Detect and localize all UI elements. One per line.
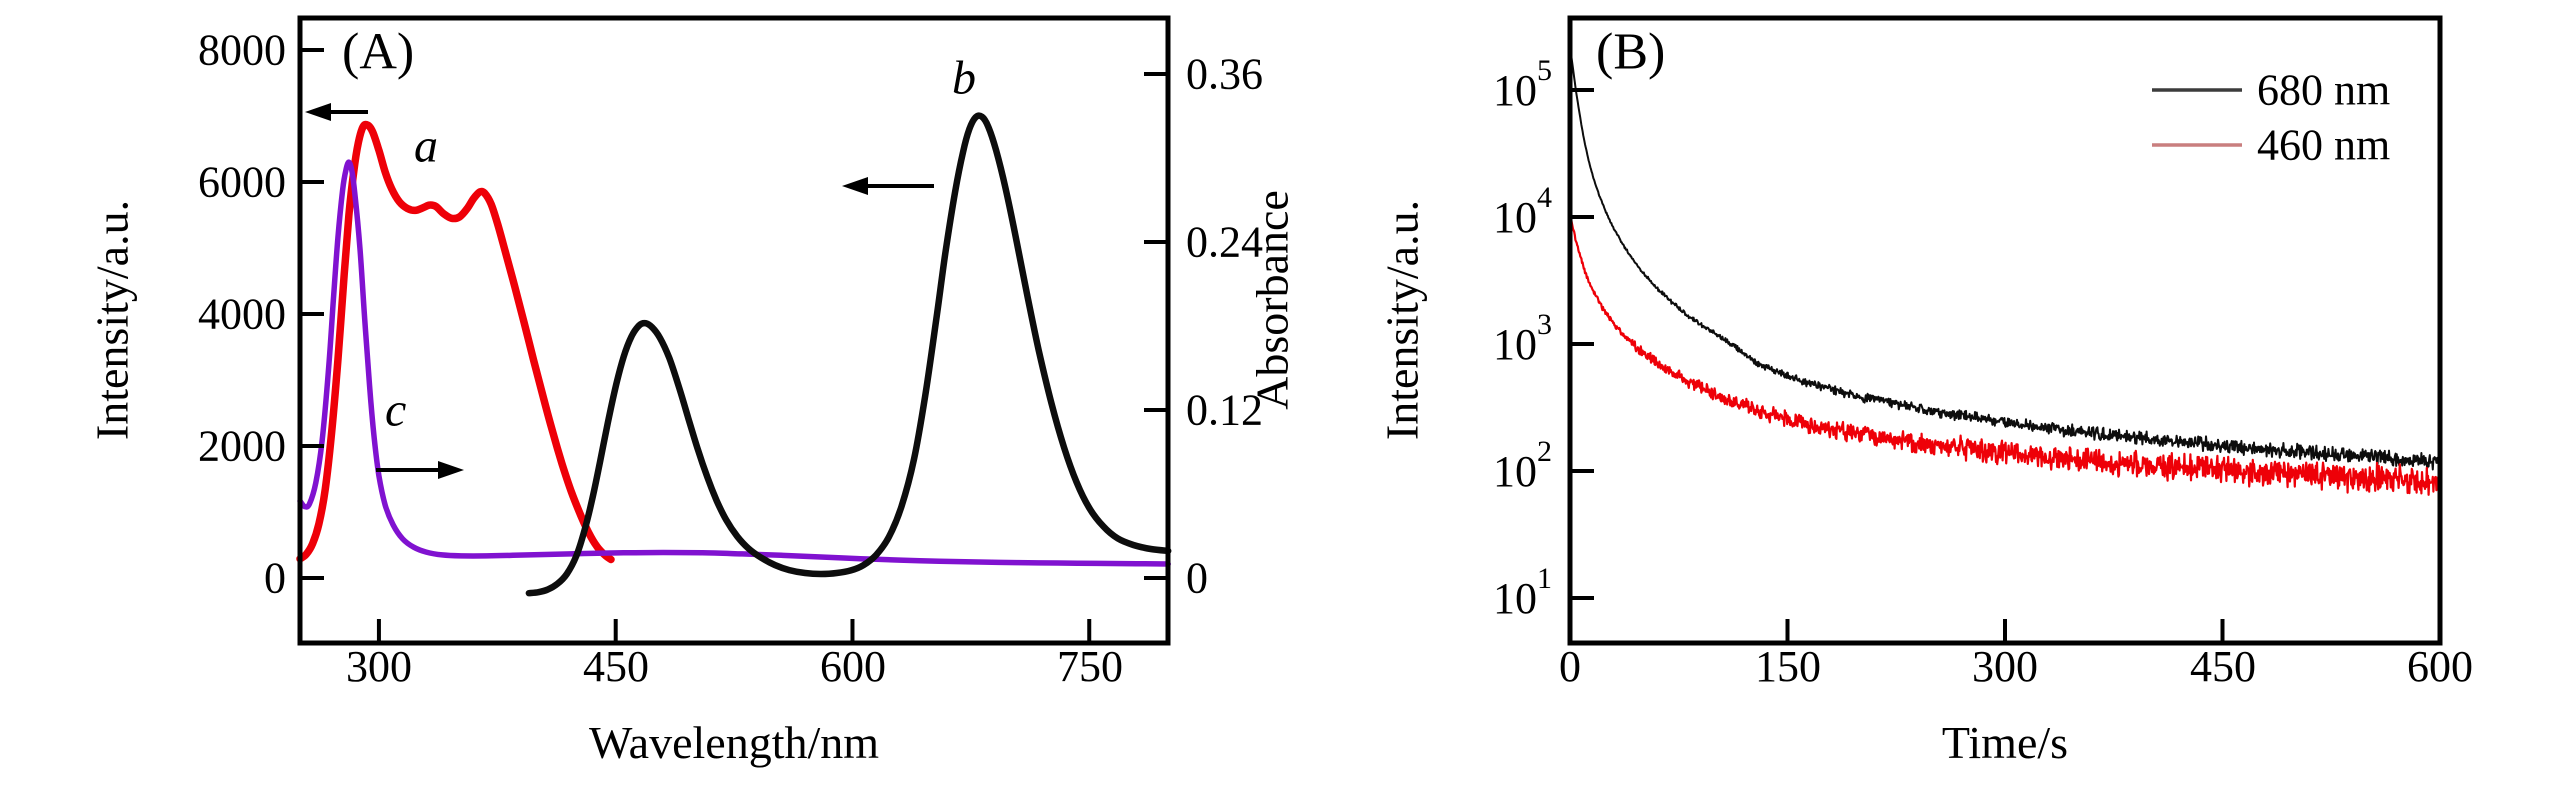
tick-base: 10: [1493, 320, 1537, 369]
curve-a: [296, 120, 615, 564]
panel-b-frame: [1567, 15, 2443, 646]
panel-a-yleft-tick-0: 0: [264, 554, 286, 603]
curve-b-label: b: [952, 52, 976, 105]
tick-exp: 3: [1537, 308, 1552, 341]
panel-a-yright-tick-036: 0.36: [1186, 50, 1263, 99]
tick-exp: 4: [1537, 181, 1552, 214]
panel-b-x-tick-600: 600: [2407, 642, 2473, 691]
panel-a-frame: [297, 15, 1171, 646]
panel-b-yaxis-title: Intensity/a.u.: [1377, 200, 1428, 440]
axis-indicator-arrow-b-head: [842, 177, 868, 195]
panel-a-yright-tick-012: 0.12: [1186, 386, 1263, 435]
panel-a-yleft-tick-6000: 6000: [198, 158, 286, 207]
panel-b-y-tick-1e4: 104: [1493, 181, 1552, 242]
tick-base: 10: [1493, 66, 1537, 115]
panel-a-curves: [296, 112, 1172, 597]
tick-base: 10: [1493, 447, 1537, 496]
panel-a-x-tick-450: 450: [583, 642, 649, 691]
panel-b-axes: [1567, 15, 2443, 646]
panel-a-yleft-tick-4000: 4000: [198, 290, 286, 339]
panel-b-curves: [1568, 46, 2442, 496]
tick-base: 10: [1493, 574, 1537, 623]
panel-a-yleft-tick-2000: 2000: [198, 422, 286, 471]
panel-b-x-tick-450: 450: [2190, 642, 2256, 691]
panel-a-yleft-tick-8000: 8000: [198, 26, 286, 75]
legend-label-680nm: 680 nm: [2257, 66, 2390, 115]
panel-a-label: (A): [342, 24, 414, 81]
tick-base: 10: [1493, 193, 1537, 242]
panel-b-xaxis-title: Time/s: [1942, 717, 2068, 768]
panel-b-y-tick-1e3: 103: [1493, 308, 1552, 369]
axis-indicator-arrow-c-head: [438, 461, 464, 479]
legend-label-460nm: 460 nm: [2257, 121, 2390, 170]
panel-a-yright-title: Absorbance: [1247, 190, 1298, 410]
panel-b-x-tick-0: 0: [1559, 642, 1581, 691]
panel-b-y-tick-1e1: 101: [1493, 562, 1552, 623]
curve-b: [525, 112, 1172, 597]
panel-a-yright-tick-024: 0.24: [1186, 218, 1263, 267]
curve-a-label: a: [414, 120, 438, 173]
panel-a-yright-tick-0: 0: [1186, 554, 1208, 603]
panel-b-x-tick-150: 150: [1755, 642, 1821, 691]
panel-a-xaxis-title: Wavelength/nm: [589, 717, 879, 768]
tick-exp: 1: [1537, 562, 1552, 595]
panel-a-x-tick-300: 300: [346, 642, 412, 691]
curve-c-label: c: [385, 384, 406, 437]
panel-a-axes: [297, 15, 1171, 646]
tick-exp: 5: [1537, 54, 1552, 87]
tick-exp: 2: [1537, 435, 1552, 468]
decay-curve-460-nm: [1568, 214, 2442, 496]
decay-curve-680-nm: [1569, 46, 2441, 471]
panel-b-label: (B): [1596, 24, 1665, 81]
panel-a-yleft-title: Intensity/a.u.: [87, 200, 138, 440]
panel-a-x-tick-600: 600: [820, 642, 886, 691]
curve-c: [297, 159, 1171, 567]
panel-b-x-tick-300: 300: [1972, 642, 2038, 691]
panel-a-x-tick-750: 750: [1057, 642, 1123, 691]
axis-indicator-arrow-a-head: [305, 103, 331, 121]
panel-b-legend: 680 nm 460 nm: [2152, 66, 2390, 170]
panel-b-y-tick-1e2: 102: [1493, 435, 1552, 496]
panel-b-y-tick-1e5: 105: [1493, 54, 1552, 115]
